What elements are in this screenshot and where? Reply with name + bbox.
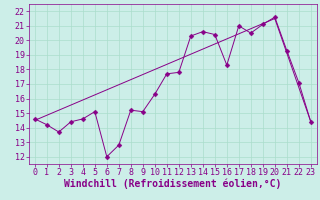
X-axis label: Windchill (Refroidissement éolien,°C): Windchill (Refroidissement éolien,°C) bbox=[64, 179, 282, 189]
